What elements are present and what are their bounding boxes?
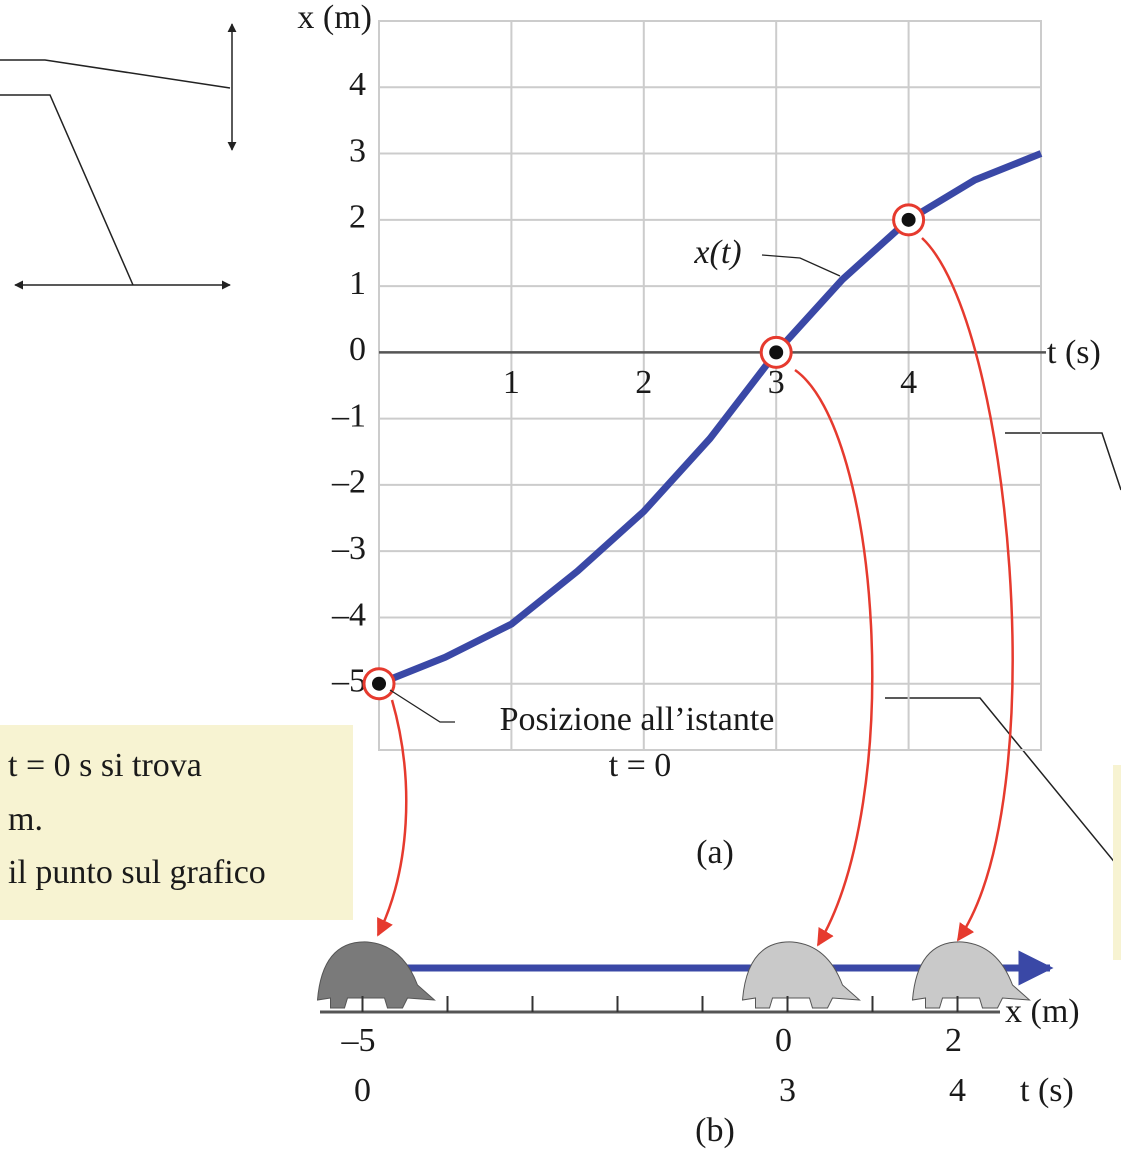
position-label: –5 [341,1022,376,1059]
x-tick-label: 2 [635,364,652,401]
armadillo [911,941,1031,1009]
box-text: m. [8,801,43,838]
y-tick-label: –5 [331,663,366,700]
box-text: il punto sul grafico [8,854,266,891]
y-tick-label: 4 [349,66,366,103]
y-tick-label: 0 [349,331,366,368]
caption: (a) [696,834,734,871]
y-tick-label: 2 [349,199,366,236]
plot: 1 2 3 4 –5 –4 –3 –2 –1 0 1 2 3 4 t (s) x (m) [297,0,1101,751]
y-tick-label: –1 [331,397,366,434]
number-line: –5 0 0 3 2 4 x (m) t (s) [316,941,1080,1109]
time-label: 0 [354,1072,371,1109]
position-label: 2 [945,1022,962,1059]
armadillo [316,941,436,1009]
data-line [377,150,1043,687]
y-tick-label: –3 [331,530,366,567]
y-tick-label: –2 [331,464,366,501]
time-label: 4 [949,1072,966,1109]
leader-line [389,689,455,723]
curve-label: x(t) [693,234,741,271]
x-tick-label: 1 [503,364,520,401]
text-box [0,725,353,920]
position-label: 0 [775,1022,792,1059]
highlight-dot [372,676,386,691]
y-tick-label: 1 [349,265,366,302]
leader-line [761,254,841,277]
time-label: 3 [779,1072,796,1109]
x-tick-label: 3 [768,364,785,401]
y-tick-label: 3 [349,132,366,169]
nl-axis-label: x (m) [1005,993,1080,1030]
red-arrows [376,237,1014,947]
y-axis-label: x (m) [297,0,372,36]
annotation: Posizione all’istante [500,701,775,738]
x-axis-label: t (s) [1047,334,1101,371]
annotation: t = 0 [609,747,672,784]
box-text: t = 0 s si trova [8,747,202,784]
decorations [0,23,1121,871]
highlight-dot [769,345,784,360]
y-tick-label: –4 [331,596,366,633]
x-tick-label: 4 [900,364,917,401]
caption: (b) [695,1112,735,1149]
plot-frame [378,20,1042,751]
highlight-dot [901,212,916,227]
text-box [1113,765,1121,960]
nl-time-label: t (s) [1020,1072,1074,1109]
armadillo [741,941,861,1009]
